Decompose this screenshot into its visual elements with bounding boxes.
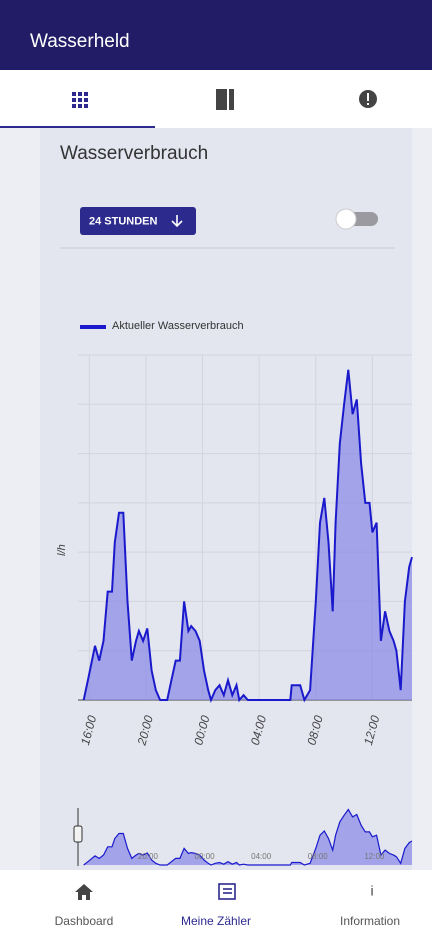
nav-label[interactable]: Meine Zähler: [181, 914, 251, 928]
navigator-label: 20:00: [138, 852, 159, 861]
navigator-label: 04:00: [251, 852, 272, 861]
app-title: Wasserheld: [30, 31, 130, 52]
y-axis-label: l/h: [56, 544, 68, 556]
navigator-label: 00:00: [195, 852, 216, 861]
tab-grid-icon[interactable]: [72, 92, 88, 108]
button-label: 24 STUNDEN: [89, 215, 158, 227]
tab-alert-icon[interactable]: [359, 90, 377, 108]
range-button[interactable]: 24 STUNDEN: [80, 207, 196, 235]
app-screen: Wasserheld Wasserverbrauch 24 STUNDEN 16…: [0, 0, 432, 933]
navigator-handle: [74, 826, 82, 842]
nav-label[interactable]: Information: [340, 914, 400, 928]
tab-book-icon[interactable]: [216, 89, 234, 110]
navigator-label: 12:00: [364, 852, 385, 861]
nav-label[interactable]: Dashboard: [55, 914, 114, 928]
legend-label: Aktueller Wasserverbrauch: [112, 320, 244, 332]
info-icon[interactable]: i: [370, 883, 373, 899]
tab-indicator: [0, 126, 155, 128]
navigator-label: 08:00: [308, 852, 329, 861]
card-title: Wasserverbrauch: [60, 143, 208, 164]
